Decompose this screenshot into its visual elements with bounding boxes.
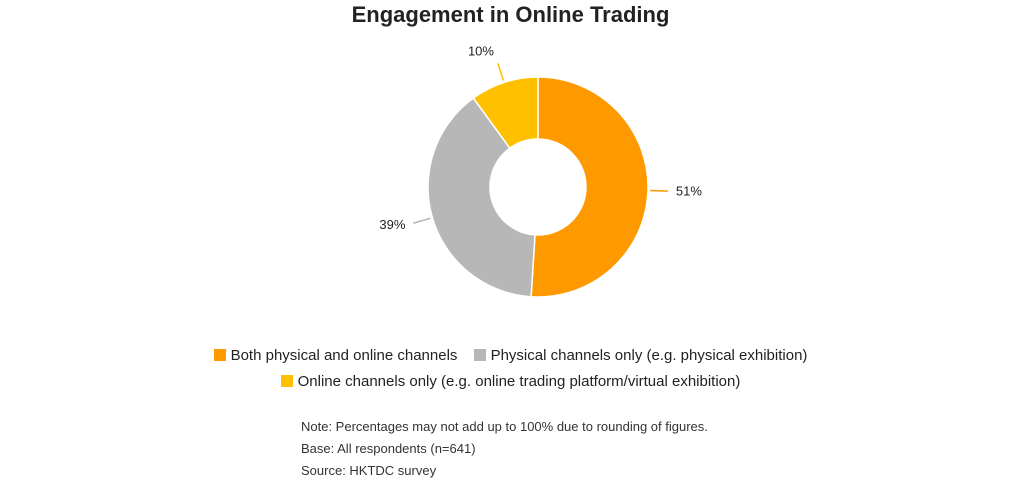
data-label-online: 10% [468,44,494,59]
chart-notes: Note: Percentages may not add up to 100%… [301,416,708,482]
legend-label-online: Online channels only (e.g. online tradin… [297,373,741,390]
legend-swatch-physical [473,349,486,361]
donut-chart: 51% 39% 10% [379,44,702,298]
leader-line-both [649,189,668,192]
note-text: Note: Percentages may not add up to 100%… [301,419,708,434]
chart-title: Engagement in Online Trading [351,2,670,27]
legend-label-physical: Physical channels only (e.g. physical ex… [490,347,808,364]
base-text: Base: All respondents (n=641) [301,441,476,456]
legend-label-both: Both physical and online channels [230,347,458,364]
legend-item-both: Both physical and online channels [213,347,458,364]
leader-line-online [497,63,505,81]
slice-online [472,76,539,150]
slice-both [530,76,649,298]
legend-row-2: Online channels only (e.g. online tradin… [0,373,1021,390]
slice-physical [427,96,536,298]
legend-swatch-both [213,349,226,361]
source-text: Source: HKTDC survey [301,463,437,478]
legend-swatch-online [280,375,293,387]
legend-row-1: Both physical and online channels Physic… [0,347,1021,364]
leader-line-physical [412,217,431,224]
data-label-both: 51% [676,183,702,198]
legend-item-physical: Physical channels only (e.g. physical ex… [473,347,808,364]
data-label-physical: 39% [379,217,405,232]
legend-item-online: Online channels only (e.g. online tradin… [280,373,741,390]
